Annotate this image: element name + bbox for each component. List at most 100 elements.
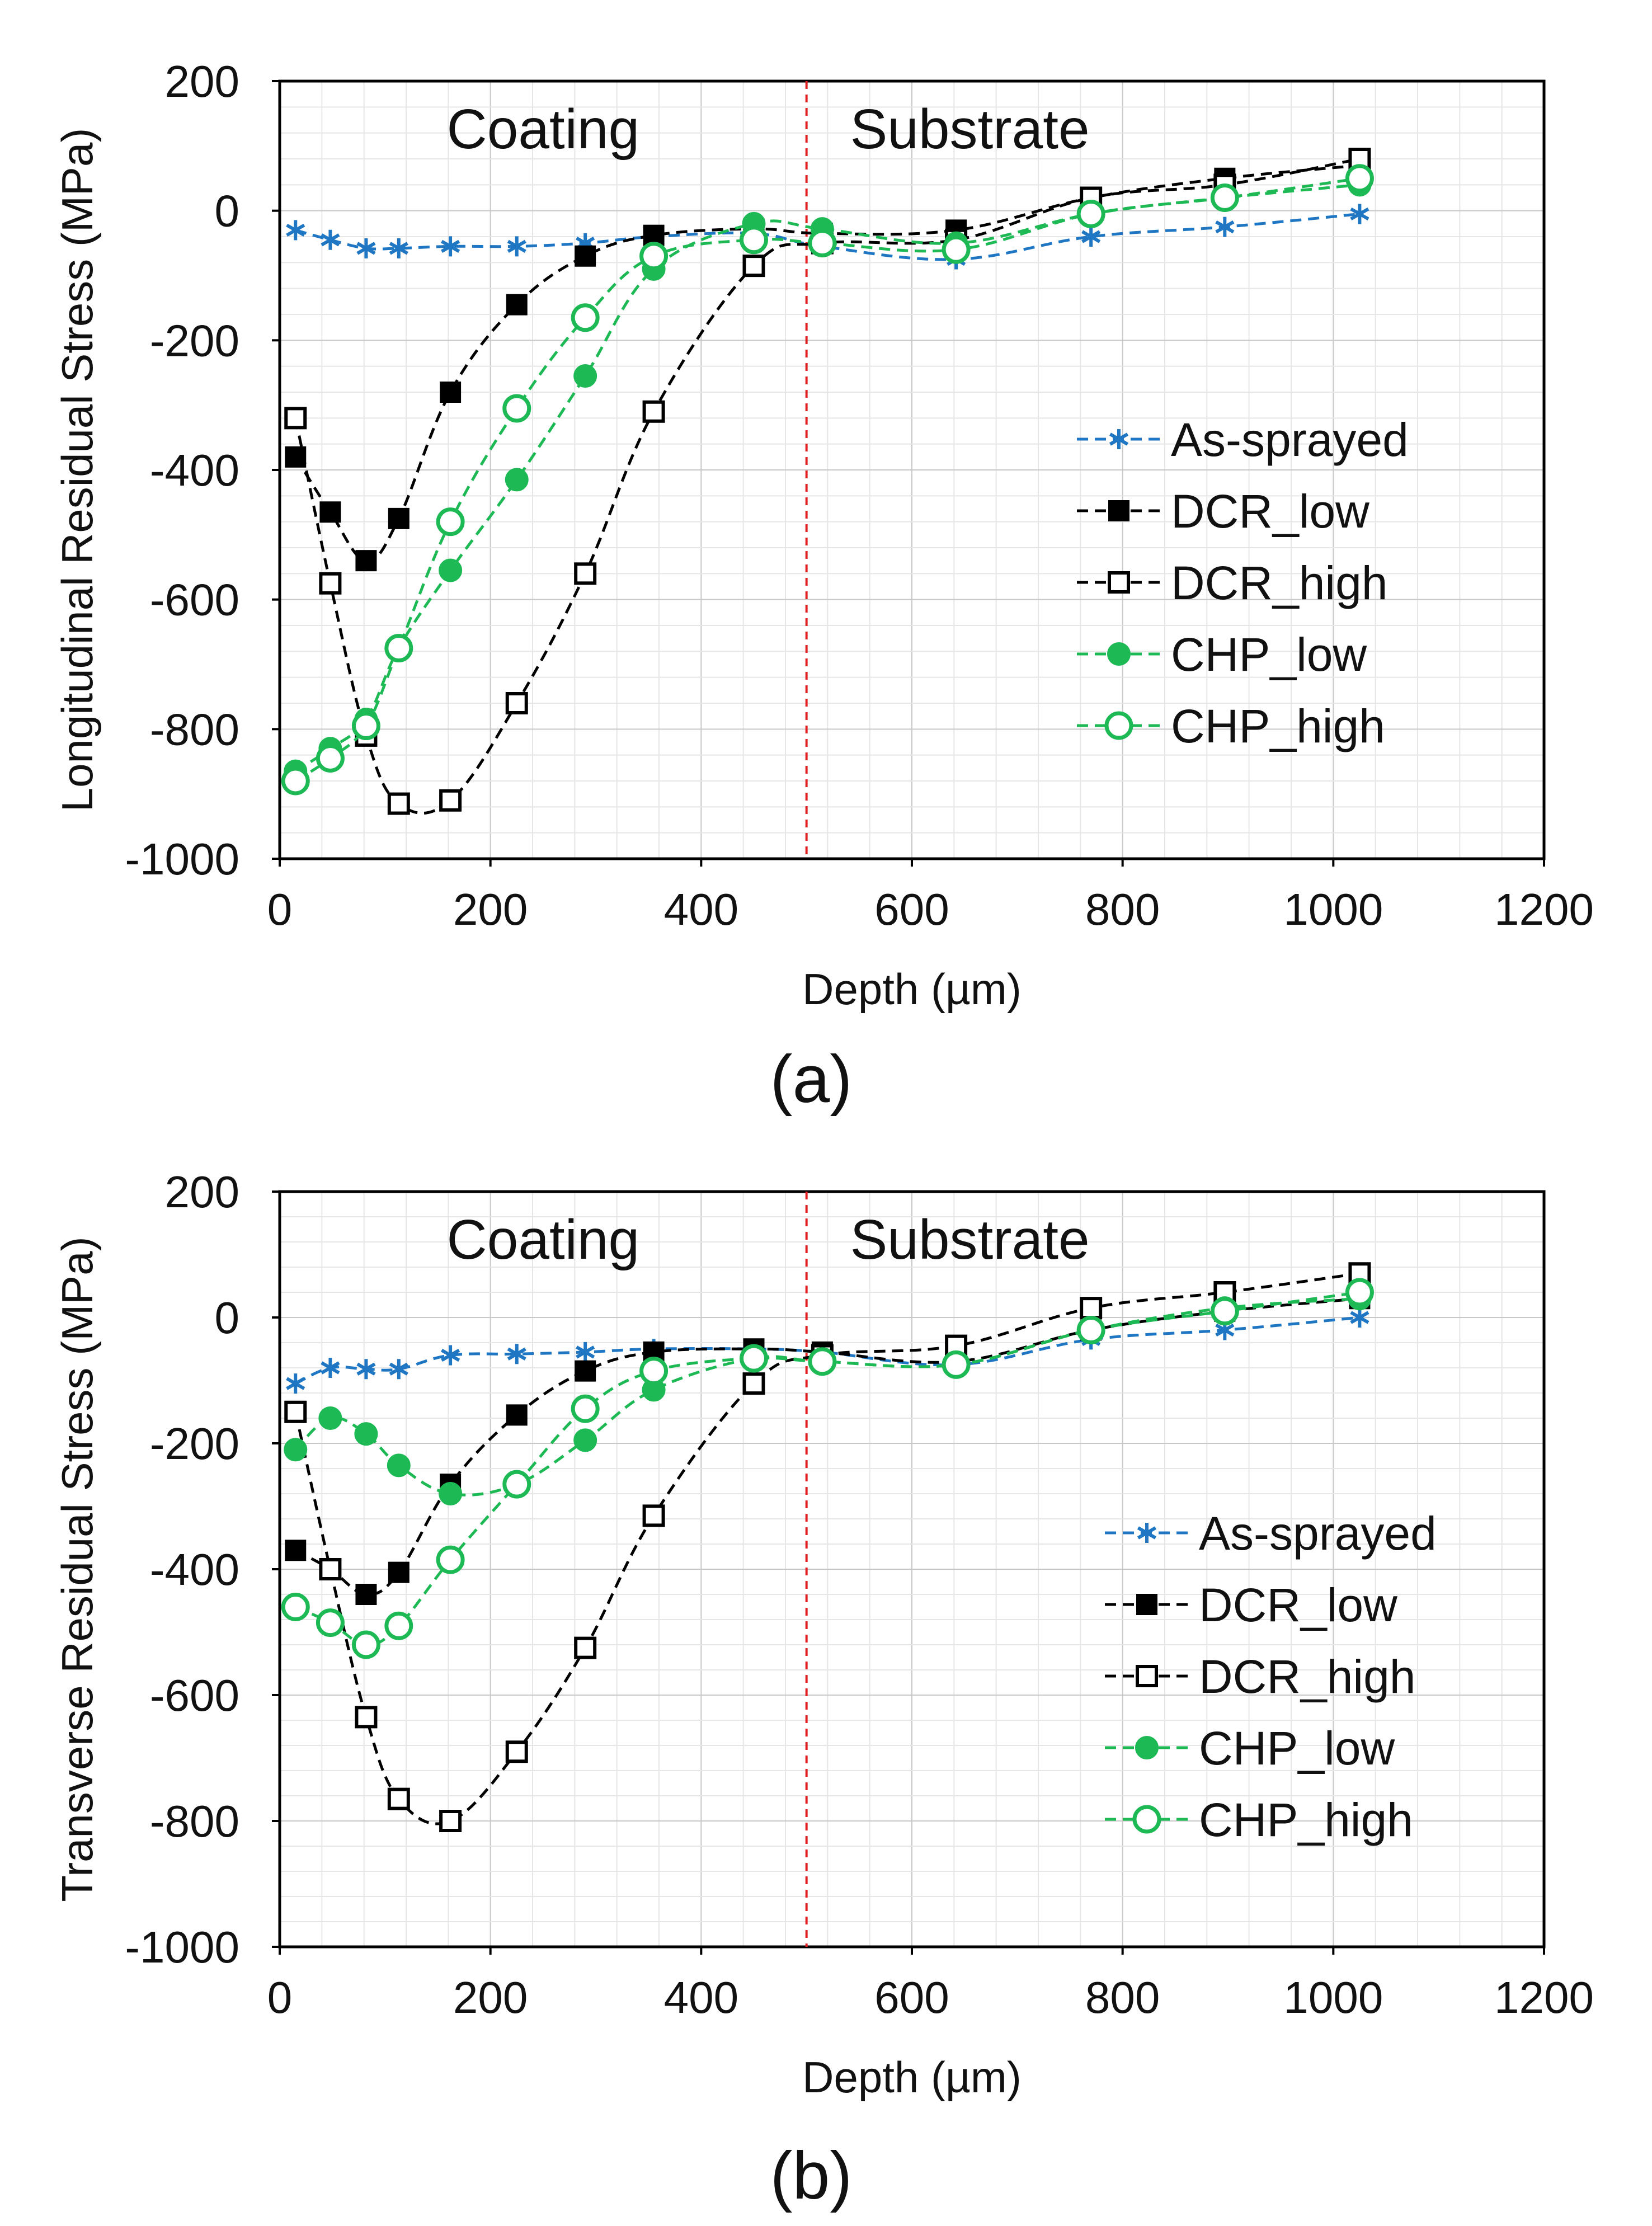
data-point — [574, 562, 597, 585]
data-point — [573, 364, 597, 388]
data-point — [571, 303, 600, 332]
data-point — [384, 634, 413, 663]
data-point — [439, 1482, 463, 1505]
data-point — [439, 789, 462, 812]
data-point — [356, 238, 376, 258]
legend-label: CHP_high — [1199, 1794, 1413, 1846]
data-point — [321, 1358, 340, 1378]
legend-label: DCR_low — [1171, 485, 1369, 538]
data-point — [355, 1706, 378, 1729]
legend-label: As-sprayed — [1199, 1507, 1437, 1560]
legend-marker — [1108, 571, 1130, 594]
data-point — [319, 1558, 342, 1580]
legend-label: CHP_low — [1171, 628, 1367, 681]
data-point — [1350, 1307, 1369, 1328]
y-tick-label: -600 — [150, 575, 239, 625]
legend: As-sprayed DCR_low DCR_high CHP_low CHP_high — [1105, 1507, 1437, 1846]
data-point — [742, 1372, 765, 1395]
data-point — [439, 558, 463, 582]
y-tick-label: 200 — [165, 57, 239, 106]
data-point — [355, 550, 377, 572]
data-point — [316, 743, 345, 773]
data-point — [281, 1593, 310, 1621]
data-point — [351, 712, 380, 741]
data-point — [1215, 217, 1235, 237]
data-point — [740, 225, 768, 255]
data-point — [1210, 183, 1239, 212]
data-point — [575, 1360, 596, 1382]
data-point — [286, 1373, 305, 1394]
data-point — [351, 1630, 380, 1659]
data-point — [318, 1406, 342, 1430]
data-point — [441, 236, 460, 257]
data-point — [285, 446, 307, 468]
legend-marker — [1104, 711, 1133, 740]
data-point — [942, 235, 971, 264]
legend-label: DCR_high — [1171, 557, 1388, 609]
data-point — [1081, 227, 1101, 247]
series-line — [295, 1297, 1360, 1596]
x-tick-label: 1000 — [1283, 884, 1383, 934]
region-label-substrate: Substrate — [850, 98, 1090, 161]
data-point — [387, 1453, 411, 1477]
chart-panel-a: 0 200 400 600 800 1000 1200 200 0 -200 -400 -600 -80… — [53, 57, 1594, 1117]
data-point — [284, 407, 307, 430]
data-point — [387, 1787, 410, 1810]
data-point — [571, 1394, 600, 1423]
x-tick-label: 400 — [664, 884, 738, 934]
legend-label: DCR_low — [1199, 1579, 1397, 1631]
legend-marker — [1109, 429, 1129, 449]
data-point — [319, 501, 341, 523]
x-tick-label: 0 — [267, 1973, 293, 2022]
x-tick-label: 200 — [453, 884, 528, 934]
y-tick-label: -400 — [150, 445, 239, 495]
data-point — [356, 1359, 376, 1380]
data-point — [319, 572, 342, 595]
data-point — [574, 1636, 597, 1659]
data-point — [506, 1404, 528, 1426]
x-tick-label: 1000 — [1283, 1973, 1383, 2022]
data-point — [942, 1350, 971, 1379]
y-tick-label: -800 — [150, 1796, 239, 1846]
data-point — [1345, 1278, 1374, 1307]
series-chp-high — [281, 1278, 1374, 1659]
data-point — [281, 766, 310, 796]
data-point — [441, 1345, 460, 1366]
data-point — [284, 1400, 307, 1423]
region-label-coating: Coating — [446, 1208, 639, 1271]
data-point — [389, 1359, 408, 1380]
panel-label: (b) — [770, 2138, 853, 2213]
legend-marker — [1137, 1523, 1157, 1543]
data-point — [436, 507, 465, 537]
y-tick-label: -800 — [150, 704, 239, 754]
data-point — [642, 1504, 665, 1527]
region-label-substrate: Substrate — [850, 1208, 1090, 1271]
legend: As-sprayed DCR_low DCR_high CHP_low CHP_high — [1077, 413, 1409, 752]
data-point — [740, 1344, 768, 1373]
chart-panel-b: 0 200 400 600 800 1000 1200 200 0 -200 -400 -600 -80… — [53, 1167, 1594, 2213]
y-axis-title: Longitudinal Residual Stress (MPa) — [53, 128, 102, 812]
legend-label: As-sprayed — [1171, 413, 1409, 466]
data-point — [505, 1740, 528, 1763]
region-label-coating: Coating — [446, 98, 639, 161]
data-point — [1076, 199, 1105, 228]
x-axis-title: Depth (µm) — [802, 964, 1022, 1014]
series-line — [295, 1316, 1360, 1385]
data-point — [507, 1344, 526, 1364]
data-point — [502, 394, 531, 423]
data-point — [505, 468, 529, 492]
data-point — [505, 692, 528, 714]
data-point — [639, 242, 669, 271]
legend-marker — [1107, 642, 1131, 666]
data-point — [573, 1428, 597, 1452]
data-point — [642, 400, 665, 423]
data-point — [387, 792, 410, 815]
data-point — [1210, 1297, 1239, 1326]
x-tick-label: 200 — [453, 1973, 528, 2022]
data-point — [354, 1422, 378, 1446]
data-point — [1080, 1297, 1103, 1320]
data-point — [808, 1347, 837, 1376]
data-point — [388, 1561, 410, 1583]
legend-marker — [1136, 1665, 1158, 1687]
